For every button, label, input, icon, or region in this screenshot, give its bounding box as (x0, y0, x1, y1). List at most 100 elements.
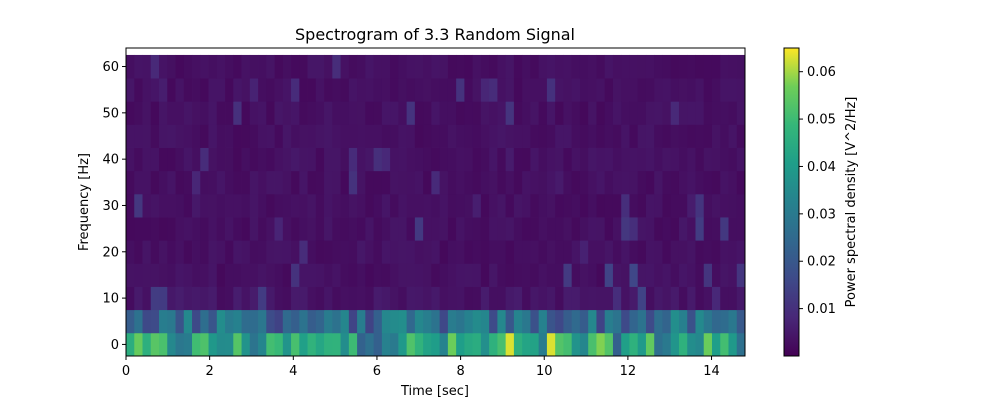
heatmap-cell (183, 240, 193, 264)
heatmap-cell (398, 101, 408, 125)
heatmap-cell (357, 124, 366, 148)
heatmap-cell (258, 263, 267, 287)
heatmap-cell (315, 240, 325, 264)
heatmap-cell (225, 217, 234, 241)
heatmap-cell (505, 309, 515, 334)
heatmap-cell (249, 217, 259, 241)
heatmap-cell (596, 101, 606, 125)
heatmap-cell (720, 309, 729, 334)
heatmap-cell (183, 332, 193, 357)
heatmap-cell (159, 193, 168, 218)
heatmap-cell (423, 78, 432, 102)
heatmap-cell (439, 101, 449, 125)
heatmap-cell (464, 217, 474, 241)
heatmap-cell (167, 78, 176, 102)
heatmap-cell (711, 147, 721, 172)
heatmap-cell (431, 193, 441, 218)
heatmap-cell (249, 54, 259, 79)
heatmap-cell (241, 263, 251, 287)
heatmap-cell (538, 332, 548, 357)
heatmap-cell (563, 309, 573, 334)
heatmap-cell (571, 193, 581, 218)
heatmap-cell (654, 54, 663, 79)
y-tick-label: 60 (102, 60, 119, 75)
heatmap-cell (134, 332, 143, 357)
heatmap-cell (645, 309, 655, 334)
heatmap-cell (406, 54, 416, 79)
heatmap-cell (629, 240, 639, 264)
heatmap-cell (233, 263, 242, 287)
heatmap-cell (282, 217, 292, 241)
heatmap-cell (159, 263, 168, 287)
heatmap-cell (513, 286, 523, 311)
heatmap-cell (373, 263, 383, 287)
heatmap-cell (711, 124, 721, 148)
heatmap-cell (588, 309, 597, 334)
heatmap-cell (687, 332, 696, 357)
heatmap-cell (728, 54, 738, 79)
heatmap-cell (249, 170, 259, 195)
heatmap-cell (398, 217, 408, 241)
heatmap-cell (621, 101, 630, 125)
heatmap-cell (126, 217, 135, 241)
heatmap-cell (530, 78, 540, 102)
heatmap-cell (291, 54, 300, 79)
heatmap-cell (357, 240, 366, 264)
heatmap-cell (662, 78, 672, 102)
heatmap-cell (423, 101, 432, 125)
heatmap-cell (315, 124, 325, 148)
heatmap-cell (736, 78, 746, 102)
heatmap-cell (604, 101, 614, 125)
heatmap-cell (538, 286, 548, 311)
heatmap-cell (150, 263, 160, 287)
heatmap-cell (720, 240, 729, 264)
heatmap-cell (637, 332, 647, 357)
heatmap-cell (563, 286, 573, 311)
heatmap-cell (530, 263, 540, 287)
heatmap-cell (332, 54, 341, 79)
heatmap-cell (645, 217, 655, 241)
heatmap-cell (736, 286, 746, 311)
heatmap-cell (150, 332, 160, 357)
heatmap-cell (489, 240, 498, 264)
heatmap-cell (670, 170, 680, 195)
heatmap-cell (216, 240, 226, 264)
heatmap-cell (711, 217, 721, 241)
heatmap-cell (373, 54, 383, 79)
heatmap-cell (612, 124, 622, 148)
heatmap-cell (645, 147, 655, 172)
heatmap-cell (563, 147, 573, 172)
heatmap-cell (579, 54, 589, 79)
heatmap-cell (720, 170, 729, 195)
heatmap-cell (381, 101, 391, 125)
heatmap-cell (241, 332, 251, 357)
heatmap-cell (480, 54, 490, 79)
heatmap-cell (291, 240, 300, 264)
heatmap-cell (233, 217, 242, 241)
heatmap-cell (183, 101, 193, 125)
heatmap-cell (711, 101, 721, 125)
heatmap-cell (233, 309, 242, 334)
heatmap-cell (150, 240, 160, 264)
heatmap-cell (381, 286, 391, 311)
heatmap-cell (216, 78, 226, 102)
heatmap-cell (390, 240, 399, 264)
heatmap-cell (728, 286, 738, 311)
heatmap-cell (695, 263, 705, 287)
heatmap-cell (621, 54, 630, 79)
heatmap-cell (150, 170, 160, 195)
heatmap-cell (175, 101, 185, 125)
heatmap-cell (406, 170, 416, 195)
heatmap-cell (728, 332, 738, 357)
heatmap-cell (423, 124, 432, 148)
heatmap-cell (513, 193, 523, 218)
heatmap-cell (324, 147, 333, 172)
heatmap-cell (225, 286, 234, 311)
heatmap-cell (365, 147, 374, 172)
heatmap-cell (142, 309, 152, 334)
heatmap-cell (175, 217, 185, 241)
heatmap-cell (324, 240, 333, 264)
heatmap-cell (456, 332, 465, 357)
heatmap-cell (390, 170, 399, 195)
heatmap-cell (472, 124, 482, 148)
